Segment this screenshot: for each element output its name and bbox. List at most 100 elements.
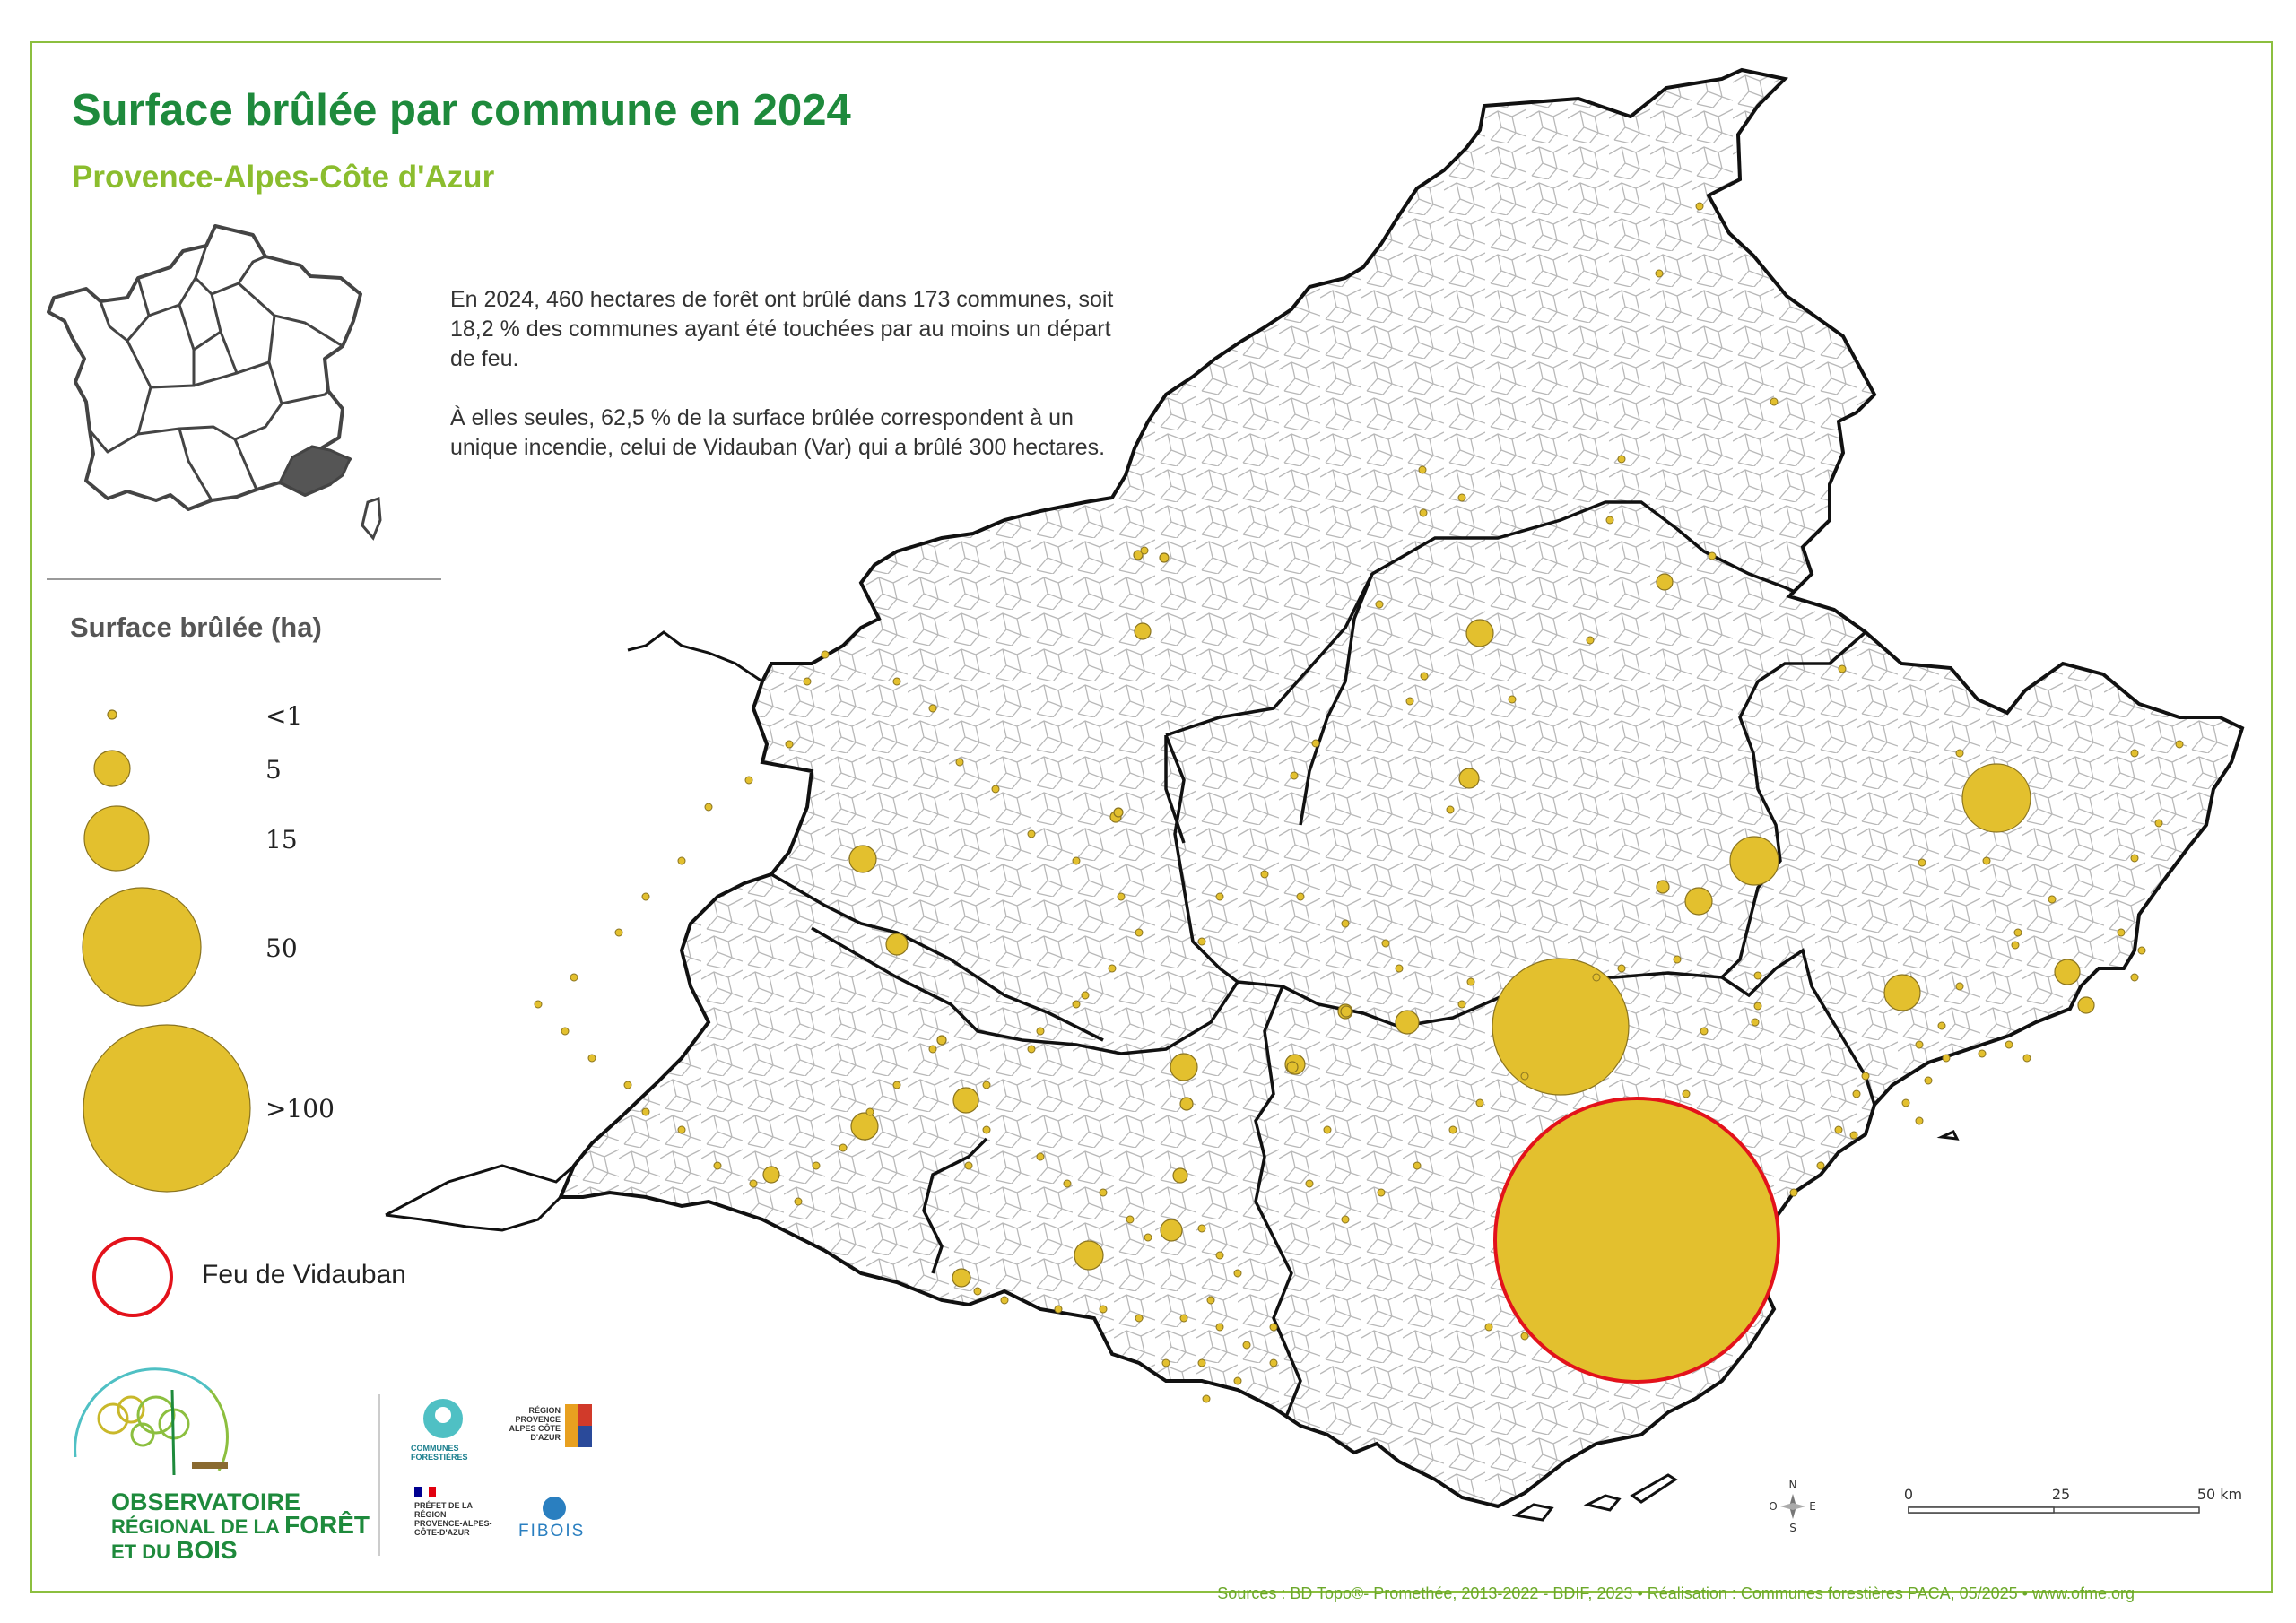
burned-circle-small — [1770, 397, 1779, 406]
burned-circle-small — [1413, 1161, 1422, 1170]
burned-circle-small — [1233, 1269, 1242, 1278]
burned-circle — [1883, 974, 1921, 1011]
burned-circle — [1286, 1061, 1299, 1073]
partner-communes-text: COMMUNES FORESTIÈRES — [411, 1444, 468, 1462]
burned-circle-small — [1508, 695, 1517, 704]
burned-circle-small — [1673, 955, 1682, 964]
legend-title: Surface brûlée (ha) — [70, 612, 322, 643]
burned-circle — [1465, 619, 1494, 647]
burned-circle-small — [1269, 1358, 1278, 1367]
burned-circle-small — [1027, 1045, 1036, 1054]
logo-divider — [378, 1394, 380, 1556]
burned-circle-small — [892, 677, 901, 686]
burned-circle-small — [1457, 493, 1466, 502]
burned-circle-small — [1915, 1116, 1924, 1125]
burned-circle-small — [1789, 1188, 1798, 1197]
burned-circle-small — [1215, 1251, 1224, 1260]
burned-circle-small — [1466, 977, 1475, 986]
burned-area-small-circles — [534, 202, 2184, 1403]
page-title: Surface brûlée par commune en 2024 — [72, 86, 851, 135]
island-porquerolles — [1511, 1503, 1554, 1522]
burned-circle-small — [1000, 1296, 1009, 1305]
burned-circle-small — [1405, 697, 1414, 706]
legend-label-vidauban: Feu de Vidauban — [202, 1260, 406, 1289]
burned-circle — [1179, 1097, 1194, 1111]
burned-circle-small — [1375, 600, 1384, 609]
burned-circle-small — [785, 740, 794, 749]
ofme-logo-text: OBSERVATOIRE RÉGIONAL DE LA FORÊT ET DU … — [111, 1490, 370, 1564]
burned-circle-small — [1197, 1224, 1206, 1233]
island-levant — [1630, 1473, 1678, 1504]
logo-line2a: RÉGIONAL DE LA — [111, 1515, 280, 1538]
burned-circle-small — [1484, 1323, 1493, 1332]
burned-circle — [1340, 1005, 1352, 1018]
burned-circle-small — [1816, 1161, 1825, 1170]
burned-circle-small — [1135, 1314, 1144, 1323]
legend-label-gt100: >100 — [265, 1094, 335, 1124]
burned-circle — [848, 845, 877, 873]
description-paragraph-2: À elles seules, 62,5 % de la surface brû… — [450, 405, 1106, 460]
burned-circle-small — [534, 1000, 543, 1009]
burned-circle-small — [2130, 749, 2139, 758]
burned-circle — [1134, 622, 1152, 640]
burned-circle-small — [677, 1125, 686, 1134]
description-paragraph-1: En 2024, 460 hectares de forêt ont brûlé… — [450, 287, 1114, 371]
burned-circle-small — [1072, 856, 1081, 865]
burned-circle-small — [2013, 928, 2022, 937]
burned-circle-small — [1834, 1125, 1843, 1134]
burned-circle-small — [1605, 516, 1614, 525]
burned-circle-small — [1419, 508, 1428, 517]
sources-text: Sources : BD Topo®- Promethée, 2013-2022… — [1217, 1584, 2135, 1602]
burned-circle-small — [1520, 1072, 1529, 1081]
burned-circle-small — [641, 1107, 650, 1116]
burned-circle-small — [839, 1143, 848, 1152]
burned-circle — [762, 1166, 780, 1184]
island-port-cros — [1583, 1494, 1622, 1512]
legend-label-15: 15 — [265, 825, 298, 855]
burned-circle-small — [1290, 771, 1299, 780]
compass-e: E — [1809, 1500, 1816, 1513]
burned-circle-small — [1420, 672, 1429, 681]
burned-circle — [2077, 996, 2095, 1014]
burned-circle-small — [1955, 749, 1964, 758]
logo-line3a: ET DU — [111, 1541, 170, 1563]
burned-circle — [1492, 958, 1630, 1096]
burned-circle-small — [677, 856, 686, 865]
burned-circle-small — [1206, 1296, 1215, 1305]
burned-circle-small — [1955, 982, 1964, 991]
legend-label-50: 50 — [265, 933, 298, 963]
compass-o: O — [1769, 1500, 1777, 1513]
burned-circle-small — [2130, 973, 2139, 982]
logo-line2b: FORÊT — [284, 1511, 370, 1539]
burned-circle-small — [1215, 892, 1224, 901]
department-boundaries — [770, 500, 1876, 1427]
burned-circle-small — [1655, 269, 1664, 278]
burned-circle-small — [749, 1179, 758, 1188]
scale-label-25: 25 — [2052, 1486, 2070, 1503]
burned-circle-small — [1982, 856, 1991, 865]
burned-circle-small — [1126, 1215, 1135, 1224]
compass-s: S — [1789, 1522, 1796, 1534]
burned-circle-small — [1260, 870, 1269, 879]
burned-circle-small — [794, 1197, 803, 1206]
burned-circle-small — [1937, 1021, 1946, 1030]
burned-circle — [952, 1087, 979, 1114]
description-text: En 2024, 460 hectares de forêt ont brûlé… — [450, 285, 1132, 492]
burned-circle-small — [1586, 636, 1595, 645]
burned-circle — [1172, 1167, 1188, 1184]
ofme-logo-icon — [74, 1367, 229, 1476]
burned-circle — [1113, 807, 1124, 818]
burned-circle-small — [1852, 1089, 1861, 1098]
burned-circle-small — [1081, 991, 1090, 1000]
burned-circle-small — [561, 1027, 570, 1036]
burned-circle — [885, 933, 909, 956]
burned-circle-small — [1233, 1376, 1242, 1385]
burned-circle — [1133, 550, 1144, 560]
burned-circle-small — [1099, 1305, 1108, 1314]
burned-circle-small — [1242, 1341, 1251, 1350]
burned-circle-small — [803, 677, 812, 686]
burned-circle-small — [1395, 964, 1404, 973]
scale-label-0: 0 — [1904, 1486, 1913, 1503]
burned-circle-small — [1377, 1188, 1386, 1197]
